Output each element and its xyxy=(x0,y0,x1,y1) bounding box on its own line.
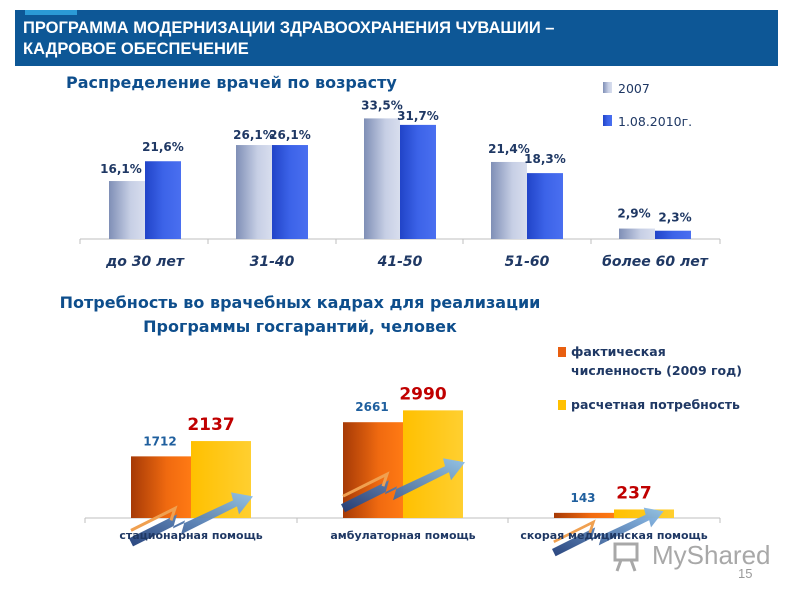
age-category-label: более 60 лет xyxy=(602,254,709,270)
required-staff-value: 237 xyxy=(616,483,652,503)
growth-arrow-icon xyxy=(129,492,253,547)
actual-staff-bar xyxy=(131,456,191,518)
age-bar-value-label: 26,1% xyxy=(233,128,275,142)
age-bar-2007 xyxy=(491,161,527,239)
growth-arrow-highlight xyxy=(342,471,390,498)
actual-staff-bar xyxy=(554,512,614,518)
growth-arrow-shape xyxy=(129,492,253,547)
age-bar-2010 xyxy=(527,173,563,239)
age-bar-value-label: 16,1% xyxy=(100,162,142,176)
age-bar-2010 xyxy=(655,230,691,239)
age-bar-2007 xyxy=(109,181,145,239)
age-category-label: до 30 лет xyxy=(105,254,185,270)
header-accent-tab xyxy=(25,10,77,15)
staffing-category-label: амбулаторная помощь xyxy=(330,529,475,542)
legend-swatch-2007 xyxy=(603,82,612,93)
age-category-label: 41-50 xyxy=(377,254,423,270)
growth-arrow-icon xyxy=(341,458,465,513)
legend-label: 2007 xyxy=(618,81,650,96)
age-bar-value-label: 21,4% xyxy=(488,142,530,156)
age-bar-2007 xyxy=(364,118,400,239)
legend-label-line: численность (2009 год) xyxy=(571,363,742,378)
age-bar-2010 xyxy=(400,124,436,239)
age-category-label: 51-60 xyxy=(505,254,550,270)
age-bar-value-label: 18,3% xyxy=(524,152,566,166)
legend-swatch-required xyxy=(558,400,566,410)
staffing-category-label: стационарная помощь xyxy=(119,529,262,542)
page-number: 15 xyxy=(738,566,753,581)
age-chart-title: Распределение врачей по возрасту xyxy=(66,73,397,92)
legend-swatch-2010 xyxy=(603,115,612,126)
header-banner: ПРОГРАММА МОДЕРНИЗАЦИИ ЗДРАВООХРАНЕНИЯ Ч… xyxy=(15,10,778,66)
legend-label-line: расчетная потребность xyxy=(571,397,740,412)
age-bar-value-label: 2,3% xyxy=(658,211,691,225)
growth-arrow-icon xyxy=(552,507,664,557)
page-title: ПРОГРАММА МОДЕРНИЗАЦИИ ЗДРАВООХРАНЕНИЯ Ч… xyxy=(23,19,555,58)
growth-arrow-shape xyxy=(341,458,465,513)
age-bar-2010 xyxy=(272,145,308,239)
growth-arrow-highlight xyxy=(130,505,178,532)
age-bar-value-label: 33,5% xyxy=(361,98,403,112)
required-staff-bar xyxy=(614,509,674,518)
legend-label: расчетная потребность xyxy=(571,397,740,412)
actual-staff-value: 2661 xyxy=(355,400,388,414)
growth-arrow-highlight xyxy=(553,519,596,544)
age-bar-2007 xyxy=(619,228,655,239)
age-bar-2007 xyxy=(236,145,272,239)
age-bar-2010 xyxy=(145,161,181,239)
legend-label: 1.08.2010г. xyxy=(618,114,692,129)
age-bar-value-label: 26,1% xyxy=(269,128,311,142)
legend-label: фактическая численность (2009 год) xyxy=(571,344,742,378)
staffing-category-label: скорая медицинская помощь xyxy=(520,529,707,542)
presentation-board-icon xyxy=(613,542,639,572)
watermark: MyShared xyxy=(612,540,771,574)
legend-swatch-actual xyxy=(558,347,566,357)
legend-label-line: фактическая xyxy=(571,344,666,359)
growth-arrow-shape xyxy=(552,507,664,557)
actual-staff-value: 143 xyxy=(570,491,595,505)
watermark-text: MyShared xyxy=(652,540,771,570)
actual-staff-value: 1712 xyxy=(143,434,176,448)
required-staff-value: 2990 xyxy=(399,384,446,404)
required-staff-value: 2137 xyxy=(187,415,234,435)
staffing-chart-title: Потребность во врачебных кадрах для реал… xyxy=(59,293,541,336)
age-bar-value-label: 31,7% xyxy=(397,109,439,123)
age-bar-value-label: 21,6% xyxy=(142,140,184,154)
age-bar-value-label: 2,9% xyxy=(617,207,650,221)
age-category-label: 31-40 xyxy=(250,254,295,270)
